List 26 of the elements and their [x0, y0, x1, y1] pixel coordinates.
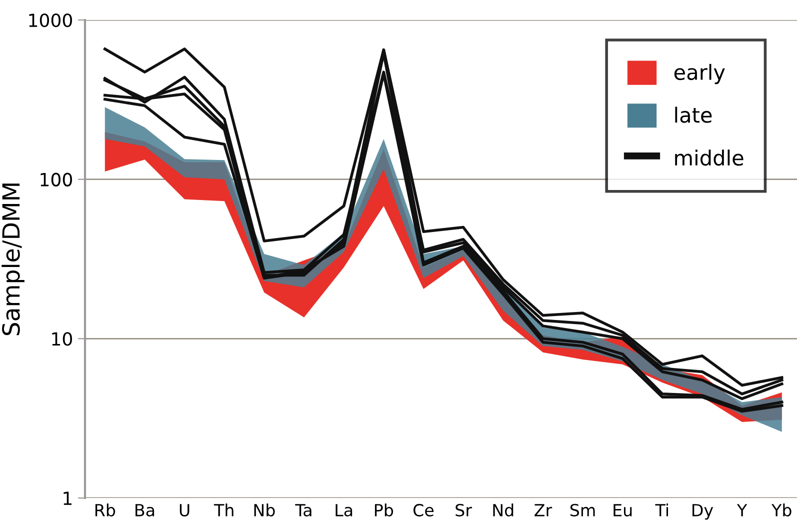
- x-tick-label: Sm: [570, 504, 595, 516]
- y-tick-label: 1000: [29, 13, 72, 28]
- x-tick-label: Pb: [374, 504, 394, 516]
- y-tick-label: 100: [40, 172, 72, 186]
- x-tick-label: U: [180, 504, 190, 516]
- legend-label: early: [674, 64, 725, 84]
- x-tick-label: Zr: [534, 504, 552, 516]
- x-tick-label: Nd: [493, 504, 514, 516]
- legend-label: middle: [675, 150, 744, 166]
- x-tick-label: Th: [214, 504, 234, 516]
- x-tick-label: Dy: [692, 504, 714, 520]
- x-tick-label: Ta: [295, 504, 312, 516]
- x-tick-label: Ce: [413, 504, 434, 516]
- y-tick-label: 1: [64, 492, 72, 505]
- x-tick-label: La: [336, 504, 352, 516]
- x-tick-label: Nb: [254, 504, 275, 516]
- legend-label: late: [675, 106, 712, 123]
- x-tick-label: Ba: [136, 504, 154, 516]
- x-tick-label: Sr: [456, 504, 472, 516]
- y-tick-label: 10: [52, 332, 72, 346]
- x-tick-label: Eu: [614, 504, 632, 516]
- x-tick-label: Yb: [771, 504, 792, 516]
- y-axis-title: Sample/DMM: [2, 184, 24, 336]
- x-tick-label: Y: [736, 504, 748, 516]
- x-tick-label: Rb: [95, 504, 116, 516]
- x-tick-label: Ti: [655, 504, 668, 516]
